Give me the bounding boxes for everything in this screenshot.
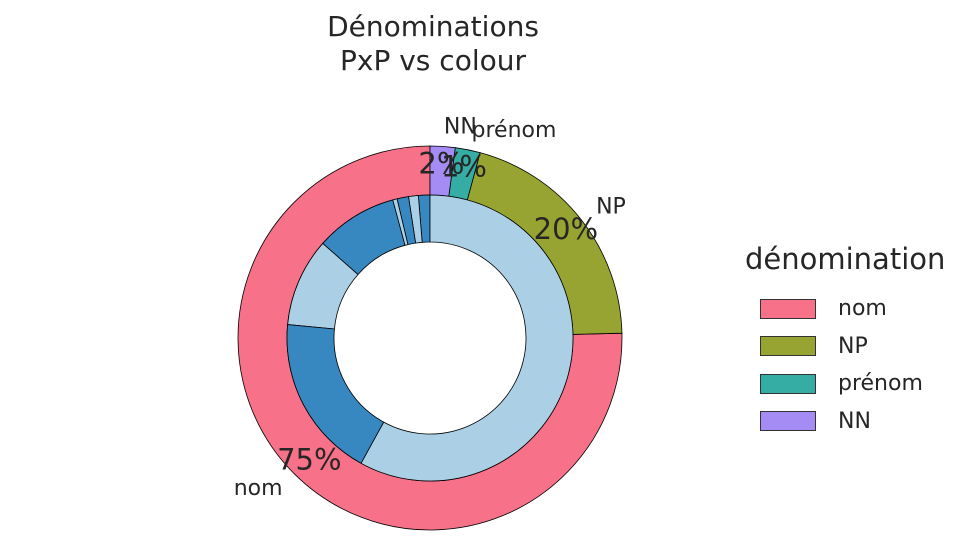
legend-entry-nom: nom <box>740 290 945 328</box>
percent-label-2: 1% <box>441 150 487 184</box>
legend-title: dénomination <box>745 242 946 276</box>
inner-ring <box>286 194 574 482</box>
chart-title-line-1: Dénominations <box>327 10 539 43</box>
category-label-prénom: prénom <box>472 118 557 143</box>
legend-label: NN <box>838 408 871 434</box>
legend-swatch <box>760 411 816 432</box>
legend-entry-prénom: prénom <box>740 365 945 403</box>
legend-swatch <box>760 373 816 394</box>
legend-entry-nn: NN <box>740 403 945 441</box>
category-label-np: NP <box>596 195 626 220</box>
chart-title-line-2: PxP vs colour <box>340 44 526 77</box>
category-label-nom: nom <box>234 476 283 501</box>
legend-label: NP <box>838 333 868 359</box>
percent-label-1: 20% <box>534 212 598 246</box>
category-label-nn: NN <box>444 114 477 139</box>
percent-label-0: 75% <box>277 443 341 477</box>
inner-slice-7 <box>360 194 574 482</box>
legend-swatch <box>760 298 816 319</box>
legend: dénomination nom NP prénom NN <box>740 242 945 440</box>
legend-label: nom <box>838 296 887 322</box>
legend-entry-np: NP <box>740 328 945 366</box>
legend-swatch <box>760 336 816 357</box>
percent-label-3: 2% <box>418 147 464 181</box>
legend-label: prénom <box>838 371 923 397</box>
